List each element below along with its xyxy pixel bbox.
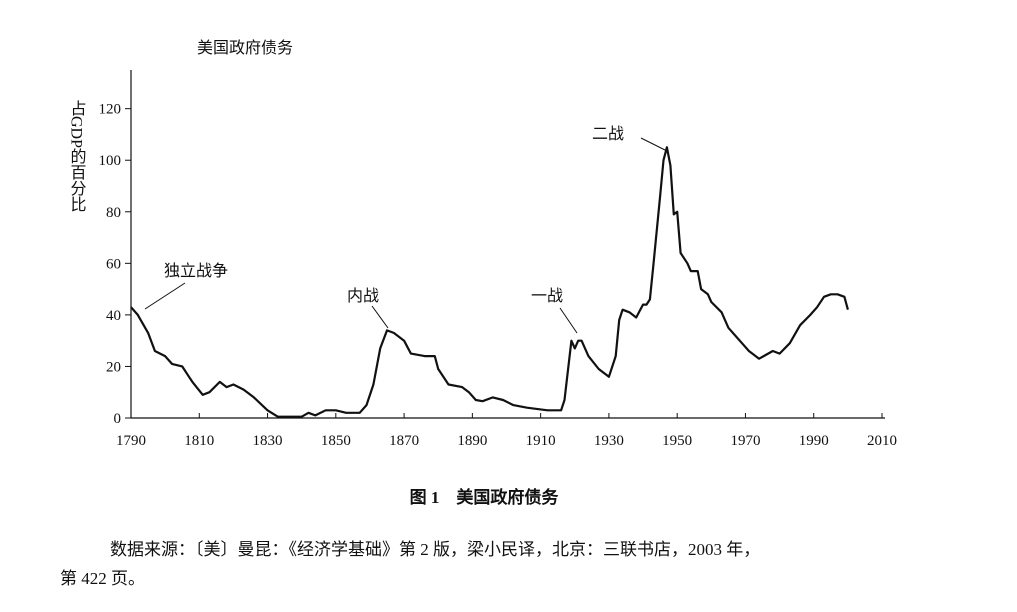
- y-tick-label: 120: [99, 102, 122, 118]
- y-tick-label: 40: [106, 308, 121, 324]
- x-tick-label: 1890: [457, 433, 487, 449]
- y-tick-label: 100: [99, 153, 122, 169]
- source-line: 第 422 页。: [60, 569, 145, 588]
- x-tick-label: 1850: [321, 433, 351, 449]
- y-tick-label: 20: [106, 359, 121, 375]
- annotation-leader: [640, 137, 668, 152]
- figure-caption: 图 1 美国政府债务: [410, 487, 560, 507]
- annotation-leader: [371, 305, 389, 329]
- x-tick-label: 2010: [867, 433, 897, 449]
- annotation: 一战: [531, 287, 563, 305]
- annotation: 内战: [347, 287, 379, 305]
- data-line: [130, 146, 849, 418]
- x-tick-label: 1970: [730, 433, 760, 449]
- y-axis-label: 占GDP的百分比: [68, 100, 87, 212]
- chart: 美国政府债务 占GDP的百分比 图 1 美国政府债务 0 20 40 60 80 100 1…: [68, 39, 898, 507]
- x-tick-label: 1790: [116, 433, 146, 449]
- annotation-leader: [144, 282, 186, 310]
- x-tick-label: 1910: [526, 433, 556, 449]
- x-tick-label: 1950: [662, 433, 692, 449]
- x-tick-label: 1830: [253, 433, 283, 449]
- source-line: 数据来源：〔美〕曼昆：《经济学基础》第 2 版，梁小民译，北京：三联书店，200…: [110, 540, 761, 559]
- y-tick-label: 0: [114, 411, 122, 427]
- x-tick-label: 1990: [799, 433, 829, 449]
- x-tick-label: 1870: [389, 433, 419, 449]
- y-tick-label: 60: [106, 256, 121, 272]
- y-tick-label: 80: [106, 205, 121, 221]
- x-tick-label: 1930: [594, 433, 624, 449]
- chart-title: 美国政府债务: [197, 39, 293, 57]
- annotation: 二战: [592, 125, 624, 143]
- x-tick-label: 1810: [184, 433, 214, 449]
- annotation-leader: [559, 307, 578, 334]
- annotation: 独立战争: [164, 262, 228, 280]
